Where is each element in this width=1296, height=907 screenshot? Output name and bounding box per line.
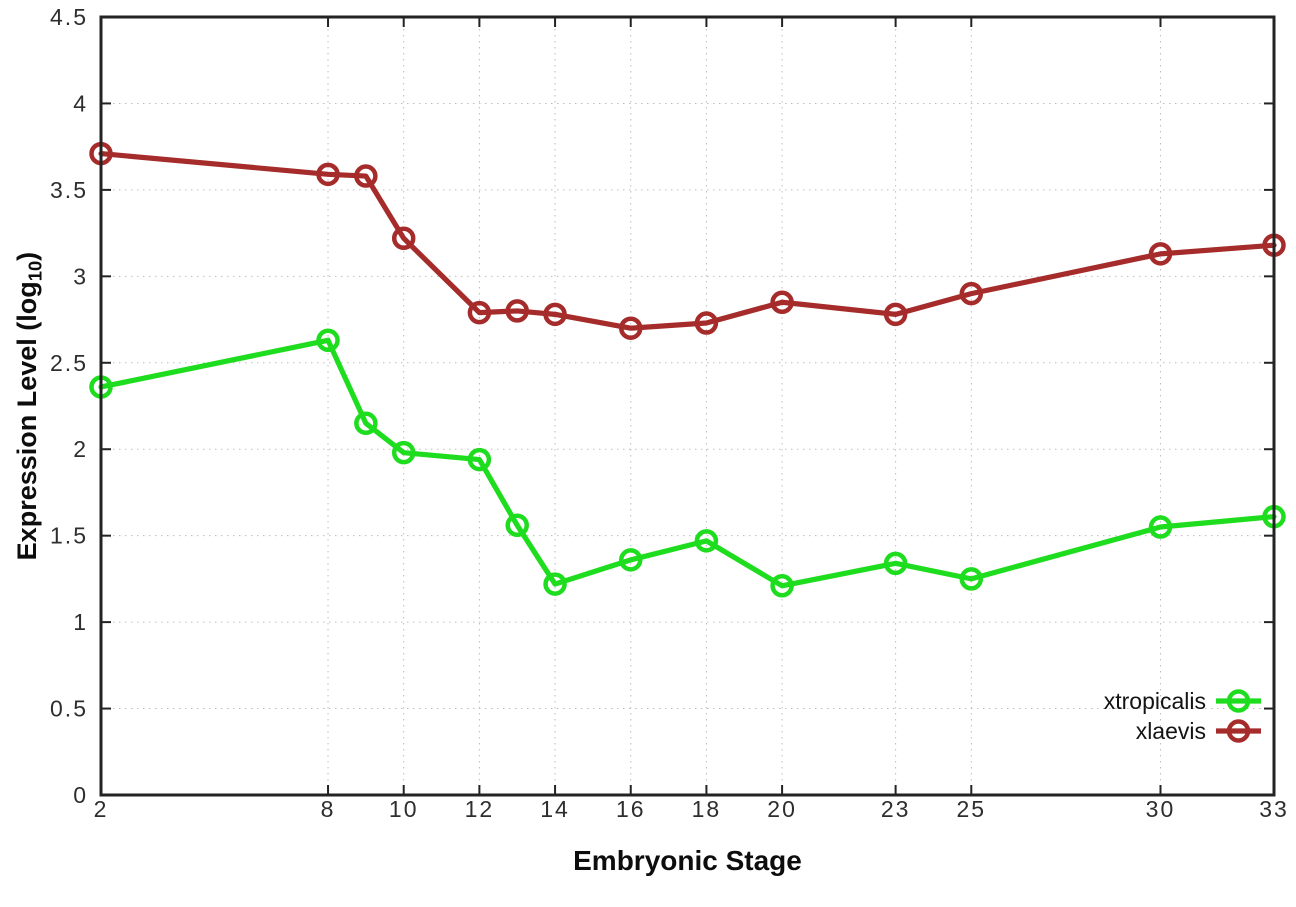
tick-labels: 2 8 10 12 14 16 18 20 23 25 30 33 0 0.5 1 1.5 2 2.5 3 3.5 4 4… [50,4,1289,822]
x-tick-label-2: 2 [94,796,109,822]
y-tick-label-3.5: 3.5 [50,177,88,203]
y-axis-title-text: Expression Level (log [11,281,42,561]
y-tick-label-0: 0 [73,782,88,808]
y-tick-label-1: 1 [73,609,88,635]
y-axis-title-container: Expression Level (log10) [0,17,58,795]
data-series [89,141,1286,598]
data-point-xlaevis-stage-9 [354,164,378,188]
y-tick-label-0.5: 0.5 [50,696,88,722]
y-tick-label-2: 2 [73,436,88,462]
y-axis-title: Expression Level (log10) [12,252,46,561]
data-point-xtropicalis-stage-23 [883,551,908,576]
data-point-xlaevis-stage-30 [1148,242,1173,266]
y-tick-label-3: 3 [73,263,88,289]
data-point-xtropicalis-stage-30 [1148,515,1173,539]
gridlines [101,17,1274,795]
y-axis-title-suffix: ) [11,251,42,261]
data-point-xtropicalis-stage-12 [467,447,492,472]
x-tick-label-20: 20 [767,796,797,822]
y-tick-label-4.5: 4.5 [50,4,88,30]
x-tick-label-16: 16 [616,796,646,822]
data-point-xlaevis-stage-23 [883,302,908,327]
legend-marker-xtropicalis [1226,689,1251,713]
x-tick-label-14: 14 [540,796,570,822]
data-point-xlaevis-stage-14 [543,302,567,327]
x-axis-title: Embryonic Stage [573,845,802,876]
y-axis-title-subscript: 10 [24,260,46,282]
data-point-xtropicalis-stage-8 [316,328,340,353]
x-tick-label-12: 12 [465,796,495,822]
data-point-xtropicalis-stage-14 [543,572,567,596]
data-point-xtropicalis-stage-10 [391,440,416,465]
plot-border [99,15,1276,797]
data-point-xlaevis-stage-12 [467,300,492,325]
data-point-xlaevis-stage-25 [959,281,984,306]
x-tick-label-10: 10 [389,796,419,822]
data-point-xlaevis-stage-10 [391,226,416,251]
y-tick-label-4: 4 [73,90,88,116]
data-point-xtropicalis-stage-13 [505,513,529,538]
legend: xtropicalis xlaevis [1104,688,1261,744]
data-point-xtropicalis-stage-20 [770,574,794,598]
plot-frame [99,15,1276,797]
data-point-xlaevis-stage-20 [770,290,794,315]
x-tick-label-25: 25 [956,796,986,822]
y-tick-label-2.5: 2.5 [50,350,88,376]
x-tick-label-18: 18 [692,796,722,822]
y-tick-label-1.5: 1.5 [50,523,88,549]
legend-label-xlaevis: xlaevis [1136,718,1206,744]
x-tick-label-8: 8 [321,796,336,822]
data-point-xlaevis-stage-8 [316,162,340,187]
data-point-xtropicalis-stage-16 [618,548,643,572]
data-point-xlaevis-stage-16 [618,316,643,340]
data-point-xlaevis-stage-13 [505,299,529,323]
series-line-xlaevis [98,150,1277,331]
legend-label-xtropicalis: xtropicalis [1104,688,1206,714]
data-point-xtropicalis-stage-25 [959,567,984,591]
x-tick-label-30: 30 [1146,796,1176,822]
legend-marker-xlaevis [1226,719,1251,743]
x-tick-label-33: 33 [1259,796,1289,822]
x-tick-label-23: 23 [881,796,911,822]
data-point-xtropicalis-stage-18 [694,529,719,553]
data-point-xlaevis-stage-18 [694,311,719,335]
series-line-xtropicalis [98,337,1277,589]
data-point-xtropicalis-stage-9 [354,411,378,436]
